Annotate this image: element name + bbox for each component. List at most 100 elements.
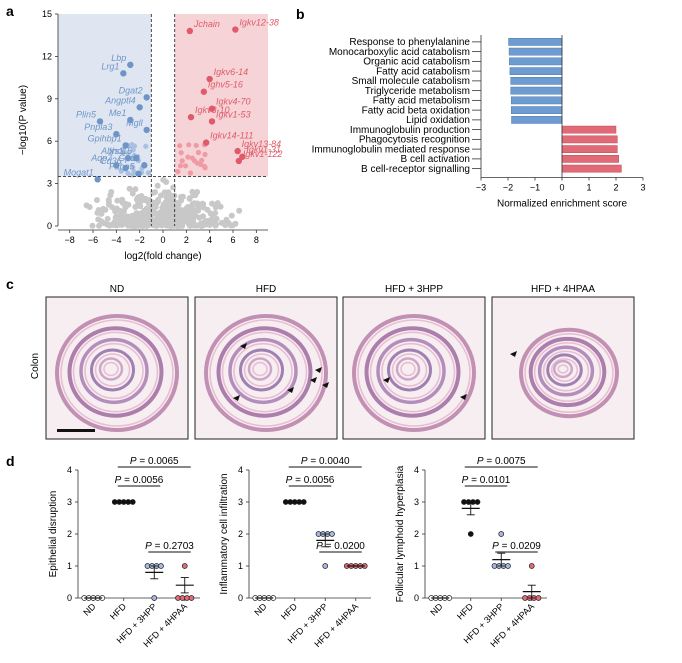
background-point [132, 186, 139, 193]
y-tick-label: 15 [42, 9, 52, 19]
gene-label: Aqp7 [90, 153, 113, 163]
x-tick-label: −6 [88, 235, 98, 245]
gene-point [135, 170, 142, 177]
p-value-symbol: P [301, 456, 308, 467]
p-value-label: P = 0.2703 [145, 541, 194, 552]
data-point [467, 531, 474, 537]
gene-label: Igkv6-14 [214, 67, 249, 77]
background-point [177, 143, 183, 149]
histology-title: HFD [256, 284, 277, 295]
enrichment-category-label: Immunoglobulin production [350, 125, 470, 136]
enrichment-bar [510, 106, 563, 114]
p-value-number: = 0.0101 [468, 475, 510, 486]
gene-label: Cd36 [100, 156, 122, 166]
gene-label: Abhd15 [100, 146, 133, 156]
background-point [177, 163, 184, 169]
p-value-label: P = 0.0065 [130, 456, 179, 467]
enrichment-category-label: Triglyceride metabolism [365, 86, 470, 97]
background-point [141, 197, 148, 204]
enrichment-bar [508, 47, 563, 56]
gene-label: Jchain [193, 19, 220, 29]
colon-tissue-ring [216, 326, 313, 418]
colon-tissue-ring [103, 361, 119, 377]
gene-label: Igkv1-53 [216, 109, 251, 119]
colon-tissue-ring [209, 319, 323, 427]
background-point [157, 192, 164, 199]
enrichment-category-label: Immunoglobulin mediated response [312, 144, 471, 155]
background-point [133, 215, 140, 222]
background-point [143, 143, 149, 149]
gene-point [127, 116, 134, 124]
background-point [186, 222, 193, 229]
gene-label: Igkv14-111 [210, 131, 253, 141]
volcano-plot: Jchain Igkv12-38Igkv6-14Ighv5-16Igkv4-70I… [18, 9, 282, 262]
enrichment-category-label: Fatty acid catabolism [376, 66, 470, 77]
gene-point [232, 26, 239, 33]
y-tick-label: 1 [67, 561, 72, 571]
background-point [101, 220, 108, 227]
y-tick-label: 4 [414, 465, 419, 475]
arrowhead-marker [315, 367, 322, 373]
arrowhead-marker [233, 395, 240, 401]
background-point [154, 182, 161, 189]
gene-label: Igkv12-38 [239, 18, 279, 28]
histology-title: HFD + 3HPP [385, 284, 443, 295]
panel-letter-d: d [6, 453, 15, 469]
background-point [120, 149, 126, 155]
gene-label: Gpd1 [118, 153, 140, 163]
gene-point [187, 113, 195, 121]
histology-image-frame [342, 296, 486, 440]
background-point [182, 217, 189, 224]
gene-label: Dgat2 [119, 85, 143, 95]
y-tick-label: 0 [47, 221, 52, 231]
x-tick-label: −3 [476, 183, 486, 193]
y-tick-label: 3 [47, 179, 52, 189]
gene-point [94, 176, 101, 183]
p-value-label: P = 0.0040 [301, 456, 350, 467]
category-label: HFD [455, 601, 476, 622]
background-point [86, 204, 93, 211]
p-value-symbol: P [316, 541, 323, 552]
y-tick-label: 2 [414, 529, 419, 539]
y-tick-label: 0 [414, 593, 419, 603]
data-point [535, 595, 542, 601]
enrichment-category-labels: Response to phenylalanineMonocarboxylic … [312, 37, 471, 175]
gene-label: Ighv5-16 [208, 80, 243, 90]
gene-label: Angptl4 [104, 95, 136, 105]
gene-point [96, 118, 104, 125]
enrichment-category-label: Lipid oxidation [406, 115, 470, 126]
colon-tissue-ring [376, 337, 446, 405]
labeled-points: Jchain Igkv12-38Igkv6-14Ighv5-16Igkv4-70I… [64, 18, 283, 183]
p-value-number: = 0.0075 [484, 456, 526, 467]
background-point [160, 176, 167, 183]
gene-label: Igkv1-122 [243, 149, 283, 159]
background-point [133, 210, 140, 217]
gene-point [113, 162, 120, 169]
colon-tissue-ring [533, 342, 602, 402]
background-point [214, 200, 221, 207]
x-tick-label: 0 [160, 235, 165, 245]
background-point [104, 215, 111, 222]
colon-tissue-ring [233, 342, 293, 400]
enrichment-bar [510, 77, 563, 85]
colon-tissue-ring [239, 348, 284, 392]
p-value-number: = 0.0040 [308, 456, 350, 467]
background-point [193, 142, 199, 149]
colon-tissue-ring [395, 357, 421, 381]
background-point [119, 196, 126, 203]
background-point [137, 202, 144, 209]
x-tick-label: −2 [503, 183, 513, 193]
p-value-number: = 0.0200 [323, 541, 365, 552]
background-point [96, 222, 103, 229]
y-tick-label: 2 [67, 529, 72, 539]
background-point [179, 158, 185, 164]
background-point [122, 204, 129, 211]
background-point [164, 215, 171, 222]
enrichment-bar [508, 38, 563, 46]
enrichment-category-label: Monocarboxylic acid catabolism [329, 47, 470, 58]
x-tick-label: 6 [230, 235, 235, 245]
colon-tissue-ring [252, 361, 268, 377]
background-point [224, 220, 231, 227]
background-point [212, 209, 219, 216]
background-point [194, 200, 201, 207]
